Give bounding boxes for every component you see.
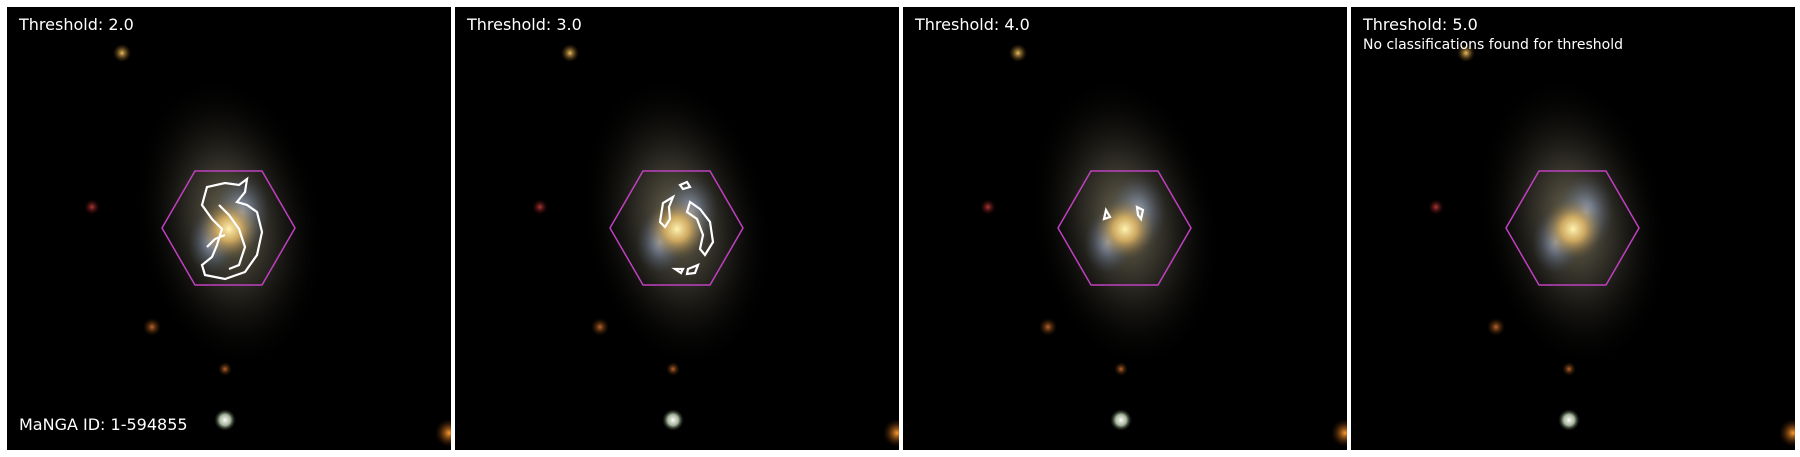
threshold-label: Threshold: 4.0 — [915, 15, 1030, 34]
galaxy-panel-threshold-2: Threshold: 2.0 MaNGA ID: 1-594855 — [7, 7, 451, 450]
galaxy-image — [1351, 7, 1795, 450]
classification-contour — [658, 180, 715, 276]
ifu-hexagon — [1057, 170, 1192, 286]
galaxy-panel-threshold-3: Threshold: 3.0 — [455, 7, 899, 450]
galaxy-panel-threshold-5: Threshold: 5.0 No classifications found … — [1351, 7, 1795, 450]
galaxy-image — [455, 7, 899, 450]
threshold-label: Threshold: 3.0 — [467, 15, 582, 34]
classification-contour — [200, 176, 264, 281]
galaxy-panel-threshold-4: Threshold: 4.0 — [903, 7, 1347, 450]
ifu-hexagon — [1505, 170, 1640, 286]
galaxy-image — [903, 7, 1347, 450]
classification-contour — [1102, 205, 1145, 222]
threshold-label: Threshold: 5.0 — [1363, 15, 1478, 34]
manga-id-label: MaNGA ID: 1-594855 — [19, 415, 188, 434]
galaxy-image — [7, 7, 451, 450]
ifu-hexagon — [161, 170, 296, 286]
no-classifications-note: No classifications found for threshold — [1363, 37, 1623, 53]
threshold-label: Threshold: 2.0 — [19, 15, 134, 34]
ifu-hexagon — [609, 170, 744, 286]
